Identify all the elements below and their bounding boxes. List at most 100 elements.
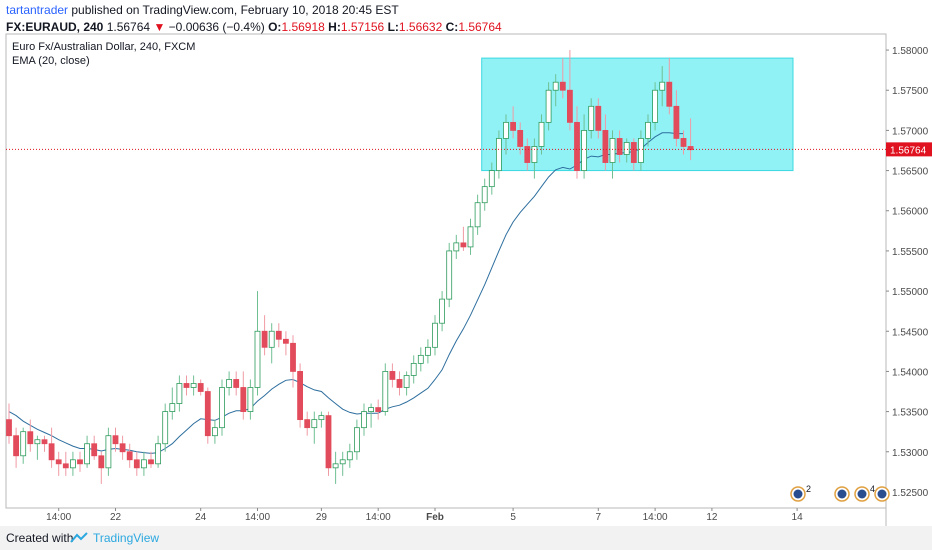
- candle: [538, 114, 545, 155]
- candle: [268, 323, 275, 364]
- candle-body: [6, 419, 12, 437]
- y-tick-label: 1.53500: [892, 408, 929, 419]
- y-tick-label: 1.55500: [892, 247, 929, 258]
- y-tick-label: 1.56500: [892, 167, 929, 178]
- candle-body: [652, 89, 658, 123]
- footer-bar: Created with TradingView: [0, 526, 932, 550]
- tradingview-brand[interactable]: TradingView: [93, 531, 160, 545]
- candle: [680, 130, 687, 155]
- candle-body: [510, 121, 517, 131]
- candle-body: [531, 146, 538, 163]
- candle: [91, 435, 98, 460]
- candle-body: [13, 435, 20, 457]
- candle-body: [361, 411, 367, 429]
- candle-body: [133, 459, 140, 469]
- current-price-tag: [886, 142, 932, 157]
- candle-body: [254, 330, 261, 388]
- candle: [567, 50, 573, 131]
- event-flag-core: [793, 489, 803, 499]
- candle: [140, 451, 147, 476]
- author-link[interactable]: tartantrader: [6, 3, 69, 17]
- event-flag-icon[interactable]: [854, 486, 870, 502]
- created-with-label: Created with: [6, 531, 74, 545]
- candle: [297, 363, 304, 428]
- candle: [332, 451, 339, 484]
- candle-body: [403, 375, 410, 388]
- candle: [119, 435, 126, 460]
- candle-body: [645, 121, 651, 139]
- candle-body: [488, 170, 495, 188]
- candle-body: [325, 415, 332, 469]
- candle-body: [261, 330, 268, 348]
- candle: [226, 371, 233, 396]
- candle: [261, 315, 268, 356]
- candle-body: [517, 130, 524, 147]
- x-tick-label: 29: [316, 512, 328, 523]
- candle-body: [55, 459, 62, 465]
- ohlc-line: FX:EURAUD, 240 1.56764 ▼ −0.00636 (−0.4%…: [6, 19, 926, 36]
- candle: [126, 443, 133, 468]
- candle: [13, 427, 20, 468]
- candle: [368, 403, 375, 428]
- candle: [396, 371, 403, 396]
- y-tick-label: 1.58000: [892, 46, 929, 57]
- candle-body: [197, 383, 204, 392]
- candle-body: [659, 81, 666, 91]
- candle-body: [105, 435, 112, 469]
- symbol-label: FX:EURAUD, 240: [6, 20, 104, 34]
- candle: [148, 451, 154, 468]
- candle: [375, 399, 382, 420]
- event-flag-icon[interactable]: [834, 486, 850, 502]
- legend-indicator: EMA (20, close): [12, 55, 90, 67]
- candle: [55, 451, 62, 476]
- event-flag-core: [877, 489, 887, 499]
- low-value: 1.56632: [398, 20, 443, 34]
- candle-body: [70, 459, 76, 469]
- candle-body: [680, 138, 687, 147]
- candle: [133, 451, 140, 476]
- candle: [453, 234, 460, 259]
- candle-body: [595, 105, 602, 131]
- candle-body: [226, 379, 233, 388]
- candle: [48, 427, 55, 468]
- close-value: 1.56764: [458, 20, 502, 34]
- candle-body: [311, 419, 318, 429]
- candle-body: [62, 463, 69, 469]
- down-arrow-icon: ▼: [153, 20, 166, 34]
- candle-body: [588, 105, 595, 131]
- candle: [602, 114, 609, 171]
- candle: [588, 98, 595, 139]
- candle: [623, 138, 630, 163]
- candle: [162, 403, 169, 452]
- candle: [282, 331, 289, 356]
- candle: [155, 435, 162, 468]
- candle: [552, 74, 559, 107]
- candle: [432, 315, 438, 356]
- price-chart[interactable]: Euro Fx/Australian Dollar, 240, FXCM EMA…: [0, 0, 932, 526]
- candle-body: [162, 411, 169, 445]
- candle-body: [559, 81, 566, 91]
- candle-body: [481, 186, 488, 204]
- x-tick-label: 7: [596, 512, 602, 523]
- event-flag-icon[interactable]: [874, 486, 890, 502]
- event-flag-core: [837, 489, 847, 499]
- candle: [559, 58, 566, 99]
- candle: [446, 242, 453, 308]
- publish-line: tartantrader published on TradingView.co…: [6, 2, 926, 19]
- candle-body: [410, 362, 417, 376]
- candle-body: [460, 242, 467, 248]
- candle: [247, 379, 254, 420]
- candle-body: [346, 451, 353, 461]
- y-tick-label: 1.54000: [892, 367, 929, 378]
- candle-body: [602, 130, 609, 163]
- candle: [517, 122, 524, 155]
- candle-body: [638, 138, 644, 163]
- candle-body: [169, 403, 176, 412]
- event-flag-icon[interactable]: [790, 486, 806, 502]
- candle: [77, 451, 83, 472]
- candle-body: [417, 354, 424, 364]
- candle: [410, 355, 417, 384]
- candle: [311, 411, 318, 444]
- candle-body: [190, 383, 197, 388]
- candle: [403, 371, 410, 396]
